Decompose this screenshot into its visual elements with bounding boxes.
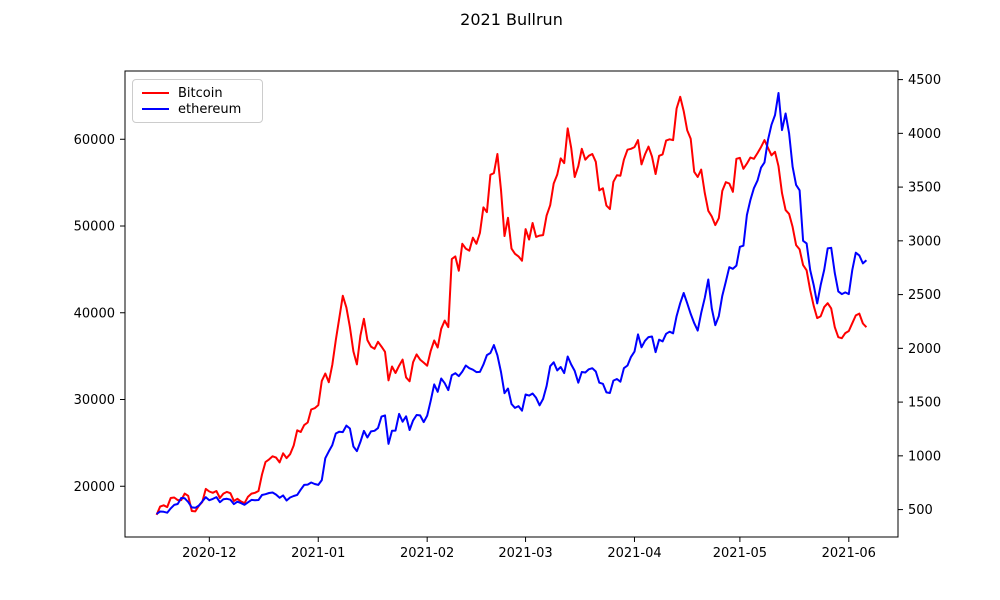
y-right-tick-label: 3000 — [908, 234, 941, 249]
ethereum-line-sample — [142, 108, 169, 110]
legend: Bitcoin ethereum — [132, 79, 263, 123]
bitcoin-line — [155, 95, 868, 516]
legend-item-ethereum: ethereum — [142, 101, 252, 117]
x-tick-label: 2021-03 — [498, 546, 552, 561]
y-right-tick-label: 1000 — [908, 449, 941, 464]
ethereum-line — [156, 92, 868, 515]
legend-item-bitcoin: Bitcoin — [142, 85, 252, 101]
x-tick-label: 2021-02 — [400, 546, 454, 561]
y-left-tick-label: 20000 — [74, 480, 115, 495]
legend-label-bitcoin: Bitcoin — [178, 85, 223, 101]
y-right-tick-label: 4000 — [908, 127, 941, 142]
y-right-tick-label: 500 — [908, 503, 933, 518]
legend-label-ethereum: ethereum — [178, 101, 242, 117]
plot-frame — [124, 70, 899, 538]
bitcoin-line-sample — [142, 92, 169, 94]
y-right-tick-label: 2000 — [908, 342, 941, 357]
y-left-tick-label: 30000 — [74, 393, 115, 408]
y-left-tick-label: 60000 — [74, 133, 115, 148]
y-left-tick-label: 50000 — [74, 220, 115, 235]
y-right-tick-label: 1500 — [908, 396, 941, 411]
y-right-tick-label: 2500 — [908, 288, 941, 303]
x-tick-label: 2021-04 — [607, 546, 661, 561]
y-right-tick-label: 3500 — [908, 181, 941, 196]
y-right-tick-label: 4500 — [908, 73, 941, 88]
y-left-tick-label: 40000 — [74, 306, 115, 321]
x-tick-label: 2021-01 — [291, 546, 345, 561]
x-tick-label: 2021-06 — [822, 546, 876, 561]
x-tick-label: 2021-05 — [713, 546, 767, 561]
x-tick-label: 2020-12 — [182, 546, 236, 561]
chart-title: 2021 Bullrun — [460, 10, 563, 29]
